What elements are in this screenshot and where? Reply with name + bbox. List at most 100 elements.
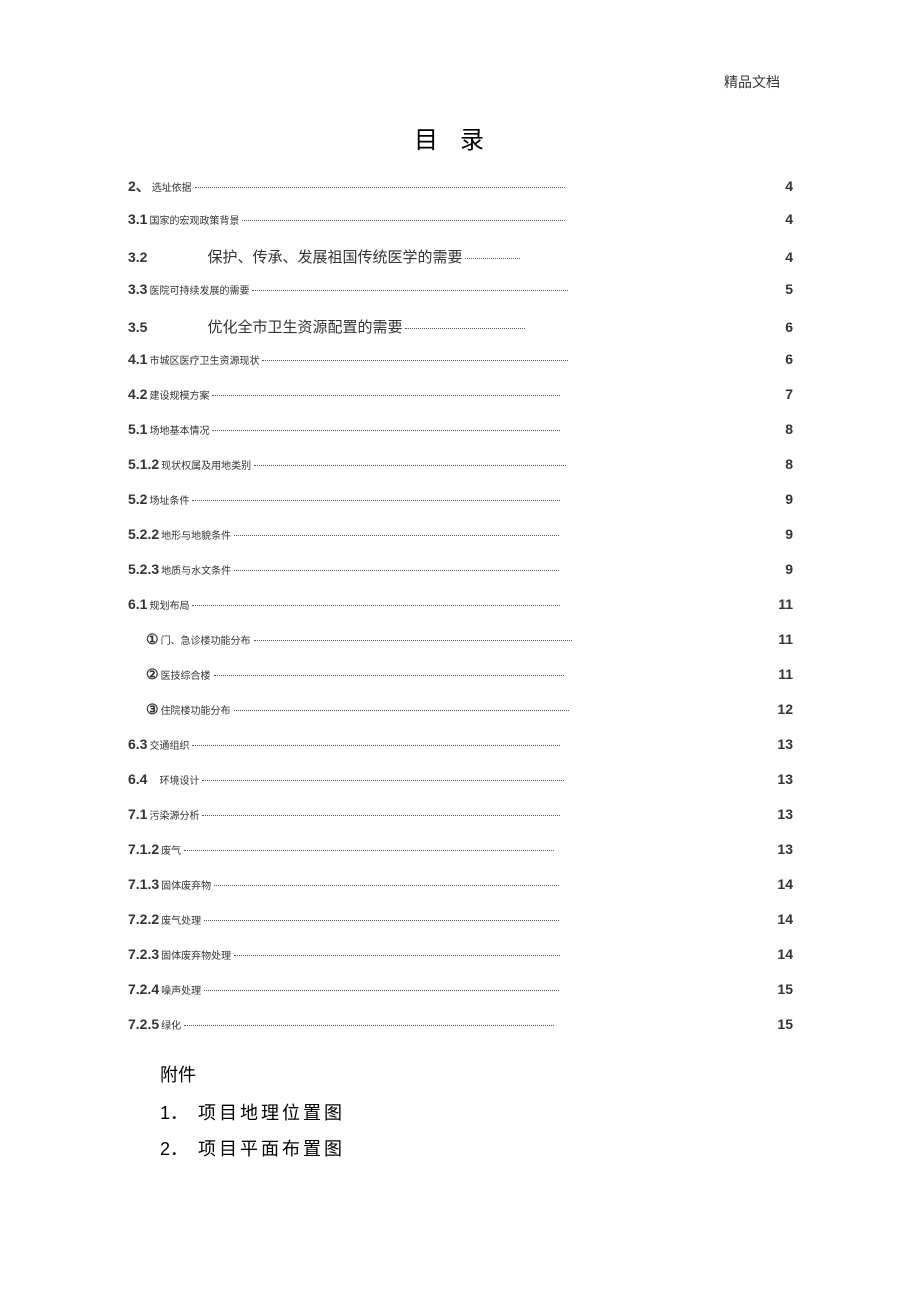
doc-header-label: 精品文档: [724, 72, 780, 92]
appendix-item-num: 2．: [160, 1134, 188, 1164]
toc-label: 地质与水文条件: [161, 562, 231, 577]
toc-label: 场址条件: [149, 492, 189, 507]
toc-dots: [214, 675, 564, 676]
toc-num: 3.5: [128, 319, 147, 335]
toc-row: 4.1市城区医疗卫生资源现状 6: [128, 351, 793, 386]
toc-page: 4: [769, 211, 793, 227]
toc-dots: [212, 430, 560, 431]
toc-label: 地形与地貌条件: [161, 527, 231, 542]
toc-row: ②医技综合楼11: [146, 666, 793, 701]
appendix-item: 2． 项目平面布置图: [160, 1134, 345, 1164]
toc-dots: [465, 258, 520, 259]
toc-num: 5.2: [128, 491, 147, 507]
toc-row: 3.3医院可持续发展的需要5: [128, 281, 793, 316]
toc-label: 住院楼功能分布: [161, 702, 231, 717]
toc-dots: [252, 290, 568, 291]
toc-page: 11: [769, 596, 793, 612]
toc-row: 6.1规划布局11: [128, 596, 793, 631]
toc-row: 6.4环境设计13: [128, 771, 793, 806]
toc-num: 3.1: [128, 211, 147, 227]
appendix-title: 附件: [160, 1060, 345, 1090]
toc-label: 门、急诊楼功能分布: [161, 632, 251, 647]
toc-row: 3.1国家的宏观政策背景4: [128, 211, 793, 246]
toc-dots: [405, 328, 525, 329]
toc-dots: [192, 500, 560, 501]
toc-row: 5.2.3地质与水文条件9: [128, 561, 793, 596]
toc-page: 6: [769, 351, 793, 367]
toc-num: ①: [146, 631, 159, 648]
toc-page: 13: [769, 736, 793, 752]
toc-num: 6.3: [128, 736, 147, 752]
toc-page: 11: [769, 631, 793, 647]
toc-page: 6: [769, 319, 793, 335]
toc-dots: [234, 535, 559, 536]
toc-dots: [212, 395, 560, 396]
toc-dots: [242, 220, 565, 221]
toc-page: 15: [769, 1016, 793, 1032]
toc-label: 保护、传承、发展祖国传统医学的需要: [207, 246, 462, 267]
toc-dots: [234, 955, 560, 956]
toc-num: 7.2.5: [128, 1016, 159, 1032]
toc-row: 7.2.2废气处理 14: [128, 911, 793, 946]
toc-dots: [184, 850, 554, 851]
appendix-item-num: 1．: [160, 1098, 188, 1128]
toc-row: 3.5 优化全市卫生资源配置的需要 6: [128, 316, 793, 351]
toc-dots: [195, 187, 565, 188]
toc-page: 5: [769, 281, 793, 297]
toc-label: 绿化: [161, 1017, 181, 1032]
toc-row: ③住院楼功能分布 12: [146, 701, 793, 736]
toc-row: ①门、急诊楼功能分布 11: [146, 631, 793, 666]
toc-num: 7.2.3: [128, 946, 159, 962]
toc-num: ③: [146, 701, 159, 718]
toc-num: 5.2.2: [128, 526, 159, 542]
toc-row: 5.1场地基本情况8: [128, 421, 793, 456]
toc-label: 优化全市卫生资源配置的需要: [207, 316, 402, 337]
toc-dots: [214, 885, 559, 886]
toc-row: 7.1污染源分析13: [128, 806, 793, 841]
toc-page: 8: [769, 456, 793, 472]
toc-label: 现状权属及用地类别: [161, 457, 251, 472]
toc-page: 15: [769, 981, 793, 997]
toc-dots: [202, 815, 560, 816]
page-title: 目录: [0, 120, 920, 155]
toc-page: 7: [769, 386, 793, 402]
toc-row: 5.1.2现状权属及用地类别8: [128, 456, 793, 491]
toc-label: 建设规模方案: [149, 387, 209, 402]
toc-label: 市城区医疗卫生资源现状: [149, 352, 259, 367]
toc-page: 11: [769, 666, 793, 682]
appendix-item-label: 项目平面布置图: [198, 1134, 345, 1164]
toc-page: 8: [769, 421, 793, 437]
toc-page: 13: [769, 806, 793, 822]
toc-num: ②: [146, 666, 159, 683]
toc-num: 7.2.2: [128, 911, 159, 927]
toc-page: 9: [769, 526, 793, 542]
toc-num: 4.1: [128, 351, 147, 367]
appendix-item-label: 项目地理位置图: [198, 1098, 345, 1128]
toc-label: 选址依据: [152, 179, 192, 194]
toc-num: 3.2: [128, 249, 147, 265]
toc-page: 14: [769, 876, 793, 892]
toc-page: 14: [769, 911, 793, 927]
toc-row: 7.2.5绿化 15: [128, 1016, 793, 1051]
toc-page: 12: [769, 701, 793, 717]
toc-dots: [204, 920, 559, 921]
toc-label: 场地基本情况: [149, 422, 209, 437]
toc-dots: [184, 1025, 554, 1026]
toc-dots: [192, 745, 560, 746]
toc-row: 6.3交通组织13: [128, 736, 793, 771]
toc-dots: [192, 605, 560, 606]
toc-dots: [262, 360, 568, 361]
toc-row: 7.2.3固体废弃物处理14: [128, 946, 793, 981]
toc-num: 3.3: [128, 281, 147, 297]
toc-page: 13: [769, 771, 793, 787]
toc-num: 5.2.3: [128, 561, 159, 577]
toc-dots: [202, 780, 564, 781]
toc-page: 13: [769, 841, 793, 857]
toc-label: 废气处理: [161, 912, 201, 927]
toc-num: 7.1.3: [128, 876, 159, 892]
toc-num: 4.2: [128, 386, 147, 402]
toc-page: 4: [769, 249, 793, 265]
toc-row: 3.2 保护、传承、发展祖国传统医学的需要 4: [128, 246, 793, 281]
toc-row: 7.1.3固体废弃物 14: [128, 876, 793, 911]
toc-label: 固体废弃物: [161, 877, 211, 892]
